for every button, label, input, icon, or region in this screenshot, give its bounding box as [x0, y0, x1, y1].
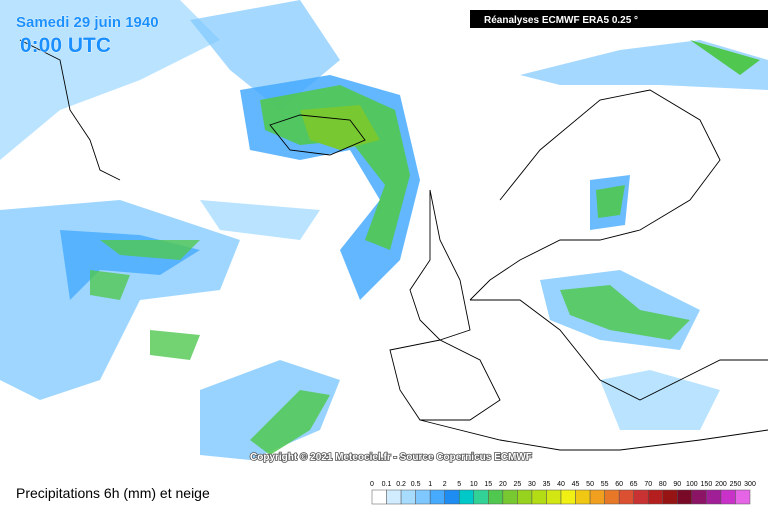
legend-label: 40	[557, 481, 565, 488]
map-date: Samedi 29 juin 1940	[16, 14, 159, 31]
legend-swatch	[604, 489, 620, 505]
legend-title: Precipitations 6h (mm) et neige	[16, 485, 210, 501]
legend-swatch	[415, 489, 431, 505]
legend-label: 60	[615, 481, 623, 488]
legend-label: 250	[730, 481, 742, 488]
legend-swatch	[618, 489, 634, 505]
legend-swatch	[662, 489, 678, 505]
legend-swatch	[473, 489, 489, 505]
legend-label: 35	[543, 481, 551, 488]
legend-swatch	[575, 489, 591, 505]
legend-swatch	[371, 489, 387, 505]
legend-label: 0.1	[382, 481, 392, 488]
legend-label: 2	[443, 481, 447, 488]
legend-label: 10	[470, 481, 478, 488]
legend-swatch	[488, 489, 504, 505]
legend-label: 0	[370, 481, 374, 488]
legend-label: 25	[513, 481, 521, 488]
legend-label: 5	[457, 481, 461, 488]
legend-label: 200	[715, 481, 727, 488]
legend-label: 0.2	[396, 481, 406, 488]
precipitation	[0, 0, 768, 460]
legend-swatch	[589, 489, 605, 505]
legend-swatch	[546, 489, 562, 505]
legend-label: 300	[744, 481, 756, 488]
legend-label: 70	[644, 481, 652, 488]
legend-swatch	[458, 489, 475, 505]
legend-swatch	[400, 489, 416, 505]
legend-label: 65	[630, 481, 638, 488]
legend-label: 0.5	[411, 481, 421, 488]
legend-swatch	[386, 489, 402, 505]
legend-label: 100	[686, 481, 698, 488]
legend-swatch	[633, 489, 649, 505]
legend-label: 1	[428, 481, 432, 488]
legend-swatch	[560, 489, 576, 505]
legend-swatch	[677, 489, 693, 505]
legend-swatch	[444, 489, 460, 505]
legend-swatch	[517, 489, 533, 505]
legend-swatch	[720, 489, 736, 505]
legend-swatch	[502, 489, 518, 505]
legend-label: 80	[659, 481, 667, 488]
source-text: Réanalyses ECMWF ERA5 0.25 °	[484, 15, 638, 26]
legend-swatch	[691, 489, 707, 505]
copyright: Copyright © 2021 Meteociel.fr - Source C…	[250, 452, 532, 463]
legend-label: 15	[484, 481, 492, 488]
legend-swatch	[706, 489, 722, 505]
legend-label: 20	[499, 481, 507, 488]
legend-scale: 0 0.1 0.2 0.5 1 2 5 10 15 20 25 30 35 40 45 50 55 60 65 70 8…	[370, 481, 756, 505]
legend-label: 90	[673, 481, 681, 488]
legend-label: 30	[528, 481, 536, 488]
legend-swatch	[531, 489, 547, 505]
map-time: 0:00 UTC	[20, 34, 111, 57]
legend-swatch	[429, 489, 445, 505]
legend-label: 50	[586, 481, 594, 488]
legend-label: 45	[572, 481, 580, 488]
source-banner	[470, 10, 768, 28]
legend-swatch	[647, 489, 664, 505]
coastlines	[19, 39, 768, 451]
legend-label: 150	[701, 481, 713, 488]
legend-label: 55	[601, 481, 609, 488]
legend-swatch	[735, 489, 751, 505]
